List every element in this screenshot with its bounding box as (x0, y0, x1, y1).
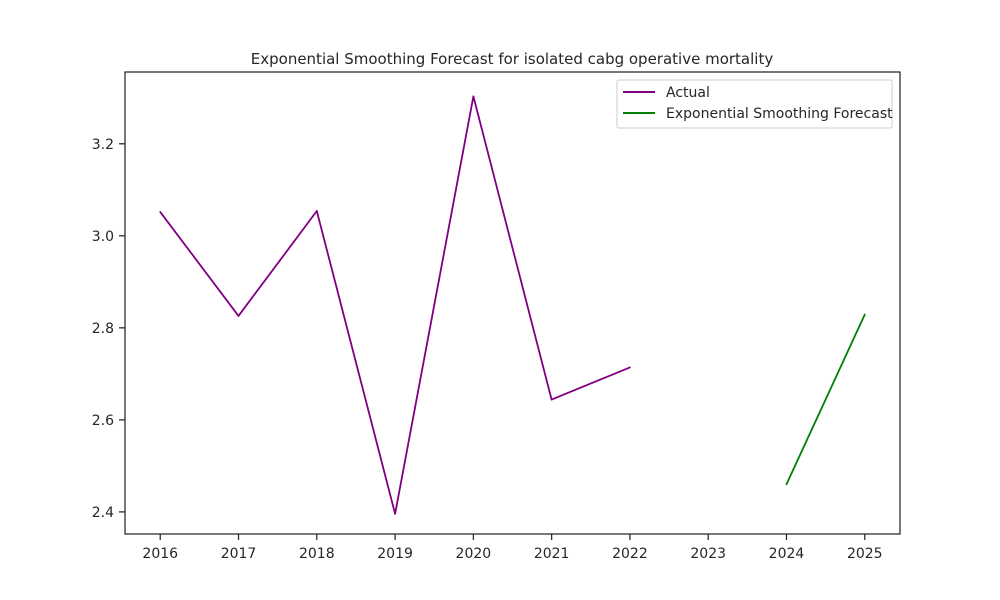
y-tick-label: 3.0 (92, 229, 114, 245)
x-tick-label: 2022 (612, 546, 648, 562)
chart-title: Exponential Smoothing Forecast for isola… (251, 50, 774, 68)
y-tick-label: 3.2 (92, 137, 114, 153)
y-tick-label: 2.8 (92, 321, 114, 337)
data-point-exponential-smoothing-forecast (785, 483, 788, 486)
legend-label: Actual (666, 85, 710, 101)
legend-label: Exponential Smoothing Forecast (666, 106, 893, 122)
data-point-actual (550, 398, 553, 401)
series-line-exponential-smoothing-forecast (785, 314, 866, 485)
y-axis: 2.4 2.6 2.8 3.0 3.2 (92, 137, 125, 521)
x-tick-label: 2016 (142, 546, 178, 562)
x-axis: 2016 2017 2018 2019 2020 2021 2022 2023 2024 2025 (142, 534, 883, 562)
x-tick-label: 2019 (377, 546, 413, 562)
data-point-actual (629, 366, 631, 369)
data-point-actual (237, 314, 240, 317)
legend: Actual Exponential Smoothing Forecast (616, 79, 893, 129)
y-tick-label: 2.6 (92, 413, 114, 429)
data-point-actual (394, 512, 396, 515)
x-tick-label: 2021 (534, 546, 570, 562)
plot-lines (159, 95, 866, 515)
y-tick-label: 2.4 (92, 505, 114, 521)
x-tick-label: 2018 (299, 546, 335, 562)
data-point-actual (159, 210, 162, 213)
x-tick-label: 2020 (456, 546, 492, 562)
x-tick-label: 2025 (847, 546, 883, 562)
series-line-actual (159, 95, 631, 515)
data-point-actual (472, 95, 475, 98)
data-point-actual (315, 210, 318, 212)
plot-frame (124, 71, 901, 535)
x-tick-label: 2017 (221, 546, 257, 562)
x-tick-label: 2024 (769, 546, 805, 562)
x-tick-label: 2023 (690, 546, 726, 562)
data-point-exponential-smoothing-forecast (863, 313, 866, 316)
legend-box (616, 79, 893, 129)
